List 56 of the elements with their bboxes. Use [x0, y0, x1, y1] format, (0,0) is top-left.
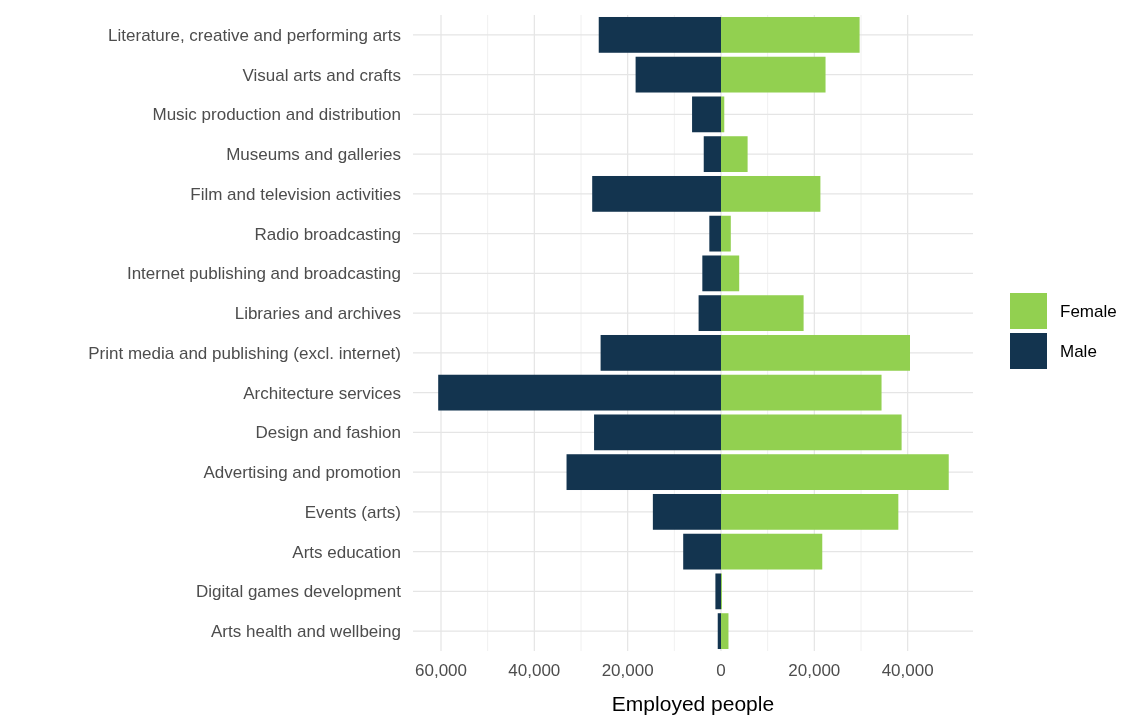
bar — [683, 533, 721, 570]
bar — [592, 175, 721, 212]
x-tick-label: 0 — [716, 661, 726, 680]
x-tick-label: 60,000 — [415, 661, 467, 680]
bar — [721, 255, 740, 292]
bar — [721, 454, 949, 491]
bar — [721, 295, 804, 332]
bar — [721, 533, 823, 570]
x-axis-title: Employed people — [611, 692, 775, 715]
y-tick-label: Film and television activities — [190, 184, 401, 204]
bar — [594, 414, 721, 451]
bar — [721, 56, 826, 93]
x-tick-label: 40,000 — [881, 661, 934, 680]
bar — [709, 215, 721, 252]
bar — [692, 96, 721, 133]
y-tick-label: Events (arts) — [304, 502, 401, 522]
y-tick-label: Advertising and promotion — [203, 463, 401, 483]
y-tick-label: Print media and publishing (excl. internet) — [88, 343, 401, 363]
legend-label: Female — [1060, 301, 1117, 321]
x-tick-label: 20,000 — [788, 661, 841, 680]
bar — [600, 334, 721, 371]
y-tick-label: Libraries and archives — [234, 304, 401, 324]
y-tick-label: Arts health and wellbeing — [211, 622, 401, 642]
bar — [566, 454, 721, 491]
bar — [721, 16, 860, 53]
bar — [717, 613, 721, 650]
y-tick-label: Arts education — [292, 542, 401, 562]
y-tick-label: Design and fashion — [255, 423, 401, 443]
y-tick-label: Literature, creative and performing arts — [108, 25, 401, 45]
bar — [721, 613, 729, 650]
bar — [721, 334, 910, 371]
y-tick-label: Internet publishing and broadcasting — [126, 264, 401, 284]
bar — [721, 414, 902, 451]
bar — [721, 136, 748, 173]
y-tick-label: Architecture services — [243, 383, 401, 403]
y-tick-label: Digital games development — [195, 582, 402, 602]
bar — [703, 136, 721, 173]
bar — [721, 96, 725, 133]
y-tick-label: Museums and galleries — [226, 145, 401, 165]
y-tick-label: Music production and distribution — [152, 105, 401, 125]
bar — [598, 16, 721, 53]
bar — [652, 493, 721, 530]
bar — [438, 374, 721, 411]
legend-label: Male — [1060, 341, 1097, 361]
y-tick-label: Visual arts and crafts — [242, 65, 401, 85]
bar — [721, 215, 731, 252]
bar — [635, 56, 721, 93]
x-tick-label: 20,000 — [601, 661, 654, 680]
bar — [721, 493, 899, 530]
bar — [702, 255, 721, 292]
y-tick-label: Radio broadcasting — [254, 224, 401, 244]
bar — [715, 573, 721, 610]
bar — [698, 295, 721, 332]
x-tick-label: 40,000 — [508, 661, 561, 680]
bar — [721, 175, 821, 212]
bar — [721, 374, 882, 411]
